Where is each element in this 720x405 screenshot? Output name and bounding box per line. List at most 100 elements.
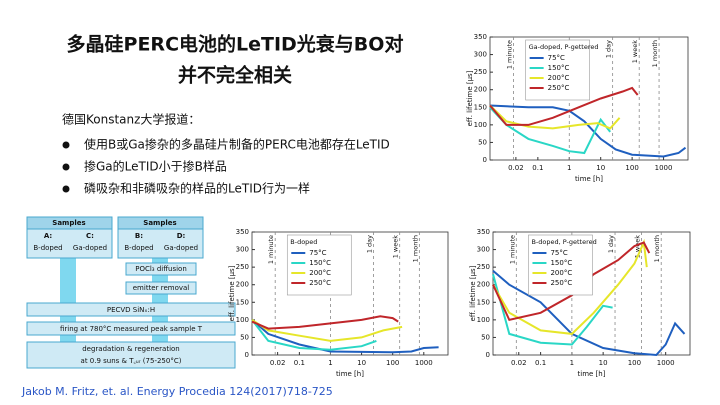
legend-label: 150°C	[548, 64, 570, 72]
step-box	[26, 321, 236, 336]
step: at 0.9 suns & T꜀ᵤᵣ (75-250°C)	[81, 357, 182, 365]
legend-label: 75°C	[548, 54, 565, 62]
y-tick-label: 350	[477, 228, 490, 236]
y-tick-label: 350	[474, 33, 487, 41]
y-axis-label: eff. lifetime [µs]	[469, 265, 477, 321]
x-tick-label: 1000	[415, 359, 433, 367]
bullet-dot	[62, 141, 70, 149]
y-tick-label: 300	[477, 246, 490, 254]
bullet: 使用B或Ga掺杂的多晶硅片制备的PERC电池都存在LeTID	[84, 137, 390, 152]
x-axis-label: time [h]	[578, 370, 606, 378]
step: degradation & regeneration	[82, 345, 180, 353]
legend-title: B-doped, P-gettered	[531, 238, 596, 246]
x-tick-label: 1000	[655, 164, 673, 172]
group-sub: B-doped	[124, 244, 153, 252]
bullet: 磷吸杂和非磷吸杂的样品的LeTID行为一样	[84, 181, 310, 196]
x-tick-label: 1	[328, 359, 332, 367]
y-tick-label: 250	[477, 263, 490, 271]
group-sub: B-doped	[33, 244, 62, 252]
step: PECVD SiNₓ:H	[107, 306, 155, 314]
legend-label: 200°C	[550, 269, 572, 277]
x-tick-label: 0.1	[535, 359, 546, 367]
series-line	[251, 315, 399, 330]
group-label: C:	[86, 232, 94, 240]
y-tick-label: 150	[474, 103, 487, 111]
group-header	[26, 216, 113, 230]
event-label: 1 day	[607, 235, 615, 253]
group-sub: Ga-doped	[164, 244, 198, 252]
intro: 德国Konstanz大学报道：	[62, 112, 200, 127]
title-line: 多晶硅PERC电池的LeTID光衰与BO对	[67, 33, 404, 56]
y-tick-label: 250	[236, 263, 249, 271]
step-box	[26, 302, 236, 317]
x-axis-label: time [h]	[336, 370, 364, 378]
legend-title: Ga-doped, P-gettered	[529, 43, 599, 51]
event-label: 1 week	[633, 235, 641, 259]
legend-label: 250°C	[309, 279, 331, 287]
group-header	[117, 216, 204, 230]
y-tick-label: 50	[481, 333, 490, 341]
x-tick-label: 10	[357, 359, 366, 367]
x-tick-label: 1000	[657, 359, 675, 367]
event-label: 1 day	[365, 235, 373, 253]
step: emitter removal	[133, 284, 190, 292]
y-tick-label: 200	[236, 281, 249, 289]
series-line	[489, 104, 621, 130]
bullet-dot	[62, 163, 70, 171]
legend-label: 75°C	[550, 249, 567, 257]
source: Jakob M. Fritz, et. al. Energy Procedia …	[21, 385, 333, 398]
event-label: 1 month	[411, 235, 419, 262]
step: firing at 780°C measured peak sample T	[60, 325, 203, 333]
group-label: A:	[44, 232, 53, 240]
group-label: B:	[135, 232, 143, 240]
y-tick-label: 0	[483, 156, 487, 164]
legend-box	[528, 234, 593, 296]
legend-label: 75°C	[309, 249, 326, 257]
x-tick-label: 0.02	[511, 359, 527, 367]
series-line	[489, 106, 611, 155]
x-tick-label: 0.02	[508, 164, 524, 172]
x-tick-label: 100	[386, 359, 399, 367]
y-tick-label: 150	[236, 298, 249, 306]
step-box	[26, 341, 236, 369]
y-axis-label: eff. lifetime [µs]	[228, 265, 236, 321]
y-tick-label: 50	[240, 333, 249, 341]
x-tick-label: 100	[625, 164, 638, 172]
chart: 0 50 100 150 200 250 300 350 0.02 0.1 1 10 100 1000 ti…	[469, 228, 691, 378]
y-tick-label: 200	[474, 86, 487, 94]
legend-box	[286, 234, 352, 296]
group-title: Samples	[143, 219, 176, 227]
x-tick-label: 10	[599, 359, 608, 367]
legend-label: 250°C	[550, 279, 572, 287]
y-tick-label: 300	[474, 51, 487, 59]
bullet-dot	[62, 185, 70, 193]
y-tick-label: 150	[477, 298, 490, 306]
x-tick-label: 1	[567, 164, 571, 172]
series-line	[492, 269, 686, 357]
event-label: 1 week	[631, 40, 639, 64]
y-tick-label: 0	[245, 351, 249, 359]
x-tick-label: 0.02	[270, 359, 286, 367]
event-label: 1 month	[651, 40, 659, 67]
step-box	[125, 262, 197, 276]
legend-box	[525, 39, 590, 101]
step: POCl₃ diffusion	[135, 265, 187, 273]
flowchart: Samples A: C: B-doped Ga-doped Samples B…	[26, 216, 236, 369]
y-tick-label: 100	[474, 121, 487, 129]
group-label: D:	[177, 232, 186, 240]
series-line	[492, 238, 648, 335]
legend-label: 200°C	[548, 74, 570, 82]
step-box	[125, 281, 197, 295]
x-tick-label: 100	[628, 359, 641, 367]
y-tick-label: 350	[236, 228, 249, 236]
legend-title: B-doped	[290, 238, 317, 246]
event-label: 1 minute	[505, 40, 513, 69]
x-axis-label: time [h]	[575, 175, 603, 183]
event-label: 1 minute	[267, 235, 275, 264]
series-line	[251, 319, 377, 351]
group-sub: Ga-doped	[73, 244, 107, 252]
series-line	[489, 86, 639, 126]
chart: 0 50 100 150 200 250 300 350 0.02 0.1 1 10 100 1000 ti…	[228, 228, 449, 378]
y-tick-label: 200	[477, 281, 490, 289]
series-line	[492, 241, 651, 322]
